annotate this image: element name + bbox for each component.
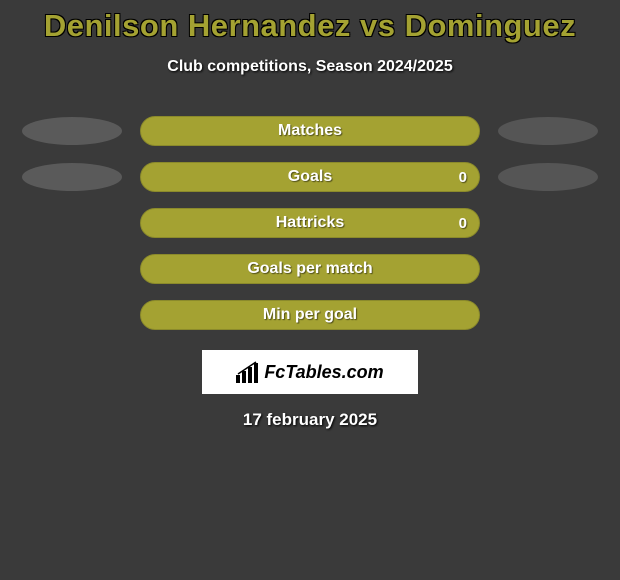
brand-text: FcTables.com xyxy=(264,362,383,383)
stat-value-right: 0 xyxy=(459,215,467,232)
datestamp: 17 february 2025 xyxy=(0,410,620,430)
stat-value-right: 0 xyxy=(459,169,467,186)
comparison-card: Denilson Hernandez vs Dominguez Club com… xyxy=(0,0,620,430)
player-left-oval xyxy=(22,163,122,191)
player-right-oval xyxy=(498,117,598,145)
stat-bar: Min per goal xyxy=(140,300,480,330)
stat-label: Goals per match xyxy=(247,260,372,278)
stat-bar: Goals per match xyxy=(140,254,480,284)
page-title: Denilson Hernandez vs Dominguez xyxy=(0,8,620,44)
stats-block: Matches Goals 0 Hattricks 0 Goals xyxy=(0,116,620,330)
stat-label: Goals xyxy=(288,168,332,186)
player-right-oval xyxy=(498,163,598,191)
stat-bar: Matches xyxy=(140,116,480,146)
stat-label: Min per goal xyxy=(263,306,357,324)
stat-bar: Goals 0 xyxy=(140,162,480,192)
stat-row-hattricks: Hattricks 0 xyxy=(0,208,620,238)
stat-label: Matches xyxy=(278,122,342,140)
stat-bar: Hattricks 0 xyxy=(140,208,480,238)
stat-row-goals: Goals 0 xyxy=(0,162,620,192)
stat-row-min-per-goal: Min per goal xyxy=(0,300,620,330)
stat-label: Hattricks xyxy=(276,214,344,232)
player-left-oval xyxy=(22,117,122,145)
brand-bars-icon xyxy=(236,361,260,383)
stat-row-goals-per-match: Goals per match xyxy=(0,254,620,284)
brand-badge[interactable]: FcTables.com xyxy=(202,350,418,394)
stat-row-matches: Matches xyxy=(0,116,620,146)
subtitle: Club competitions, Season 2024/2025 xyxy=(0,58,620,76)
